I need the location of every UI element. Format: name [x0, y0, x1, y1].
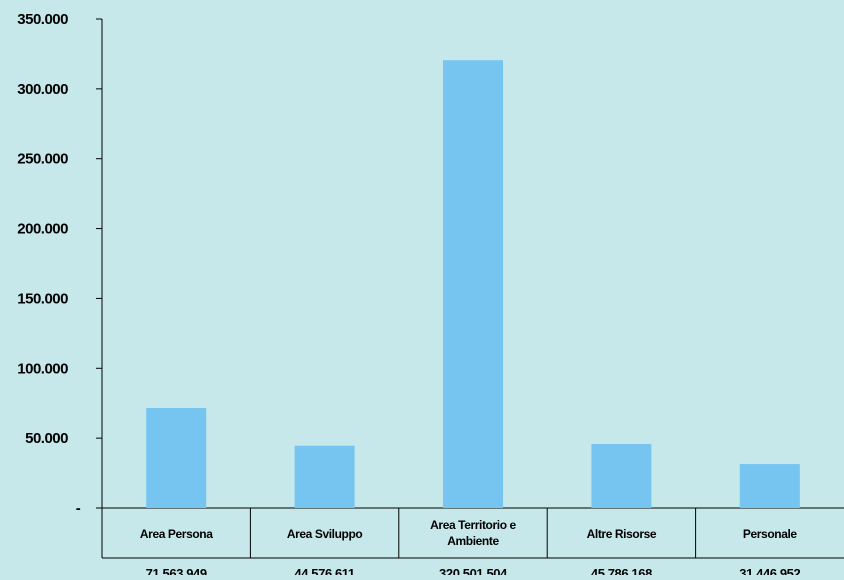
- y-tick-label: 350.000: [17, 11, 68, 28]
- category-label: Personale: [743, 527, 797, 541]
- y-tick-label: 150.000: [17, 290, 68, 307]
- value-label: 45.786.168: [591, 566, 652, 575]
- category-label: Altre Risorse: [587, 527, 657, 541]
- y-tick-label: 100.000: [17, 360, 68, 377]
- y-tick-label: 300.000: [17, 81, 68, 98]
- category-label: Area Sviluppo: [287, 527, 363, 541]
- category-label: Area Persona: [140, 527, 213, 541]
- value-label: 44.576.611: [294, 566, 355, 575]
- bar: [591, 444, 652, 508]
- bar: [739, 464, 800, 508]
- category-label: Area Territorio e: [430, 518, 516, 532]
- value-label: 31.446.952: [739, 566, 800, 575]
- bar: [146, 408, 207, 508]
- y-tick-label: -: [76, 500, 81, 517]
- value-label: 71.563.949: [146, 566, 207, 575]
- category-label: Ambiente: [447, 534, 499, 548]
- y-tick-label: 200.000: [17, 221, 68, 238]
- y-tick-label: 50.000: [25, 430, 68, 447]
- bar: [443, 60, 503, 508]
- value-label: 320.501.504: [439, 566, 508, 575]
- bar: [294, 445, 355, 508]
- y-tick-label: 250.000: [17, 151, 68, 168]
